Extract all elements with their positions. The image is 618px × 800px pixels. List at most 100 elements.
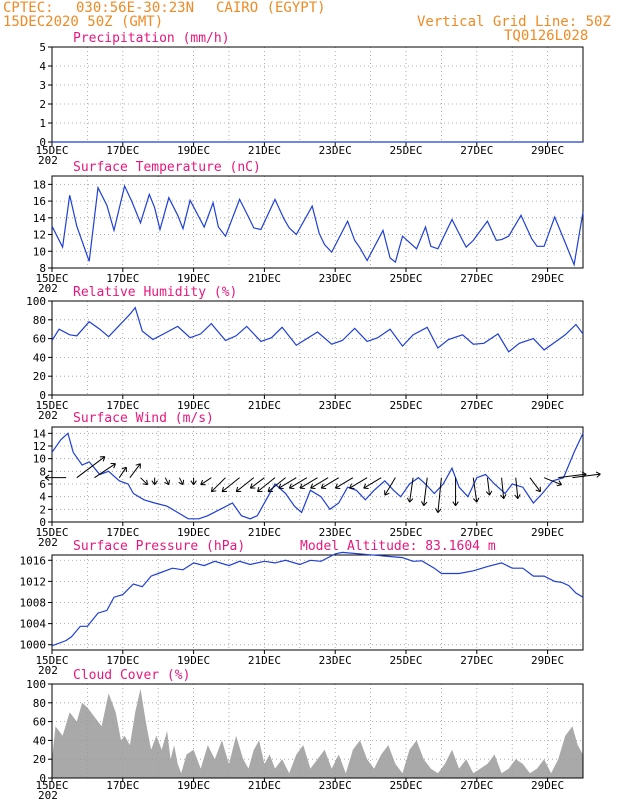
x-tick-label: 15DEC bbox=[35, 654, 68, 667]
x-tick-label: 27DEC bbox=[460, 144, 493, 157]
y-tick-label: 14 bbox=[33, 427, 47, 440]
y-tick-label: 10 bbox=[33, 245, 46, 258]
wind-arrow-head bbox=[44, 474, 50, 479]
wind-arrow-shaft bbox=[384, 477, 396, 496]
x-tick-label: 27DEC bbox=[460, 526, 493, 539]
wind-arrow-head bbox=[182, 479, 185, 485]
x-tick-label: 15DEC bbox=[35, 272, 68, 285]
x-tick-label: 15DEC bbox=[35, 144, 68, 157]
wind-arrow-head bbox=[409, 498, 414, 503]
wind-arrow-head bbox=[535, 489, 541, 493]
x-tick-label: 25DEC bbox=[389, 526, 422, 539]
x-tick-label: 29DEC bbox=[531, 526, 564, 539]
x-tick-label: 29DEC bbox=[531, 779, 564, 792]
wind-arrow-shaft bbox=[278, 477, 297, 489]
y-tick-label: 80 bbox=[33, 697, 46, 710]
wind-arrow-head bbox=[503, 494, 507, 499]
series-line bbox=[51, 551, 584, 647]
x-tick-label: 25DEC bbox=[389, 272, 422, 285]
wind-arrow-shaft bbox=[472, 477, 478, 503]
wind-arrow-head bbox=[595, 471, 601, 475]
x-tick-label: 21DEC bbox=[248, 272, 281, 285]
wind-arrow-head bbox=[190, 480, 195, 485]
wind-arrow-head bbox=[334, 483, 338, 489]
wind-arrow-shaft bbox=[486, 477, 491, 496]
wind-arrow-head bbox=[489, 490, 493, 496]
x-tick-label: 19DEC bbox=[177, 654, 210, 667]
wind-arrow-shaft bbox=[423, 477, 428, 506]
x-tick-label: 17DEC bbox=[106, 272, 139, 285]
x-tick-label: 21DEC bbox=[248, 526, 281, 539]
header-code: TQ0126L028 bbox=[504, 28, 589, 44]
panel-frame bbox=[51, 683, 584, 779]
y-tick-label: 8 bbox=[39, 465, 46, 478]
wind-arrow-head bbox=[200, 479, 204, 485]
x-tick-label: 25DEC bbox=[389, 144, 422, 157]
y-tick-label: 5 bbox=[39, 41, 46, 54]
wind-arrow-head bbox=[349, 483, 353, 489]
wind-arrow-head bbox=[164, 481, 170, 486]
header-grid-note: Vertical Grid Line: 50Z bbox=[417, 14, 611, 30]
x-tick-label: 29DEC bbox=[531, 144, 564, 157]
x-tick-label: 27DEC bbox=[460, 399, 493, 412]
wind-arrow-head bbox=[485, 491, 490, 496]
x-tick-label: 19DEC bbox=[177, 779, 210, 792]
wind-arrow-shaft bbox=[299, 477, 318, 489]
x-year-fragment: 202 bbox=[38, 536, 58, 549]
y-tick-label: 1 bbox=[39, 117, 46, 130]
wind-arrow-head bbox=[455, 501, 459, 506]
wind-arrow-head bbox=[517, 494, 521, 499]
wind-arrow-shaft bbox=[501, 477, 505, 499]
wind-arrow-shaft bbox=[250, 477, 265, 489]
wind-arrow-shaft bbox=[515, 477, 519, 499]
wind-arrow-shaft bbox=[235, 477, 255, 493]
wind-arrow-shaft bbox=[558, 473, 587, 479]
y-tick-label: 20 bbox=[33, 370, 46, 383]
x-tick-label: 19DEC bbox=[177, 144, 210, 157]
wind-arrow-shaft bbox=[200, 477, 212, 486]
panel-title: Surface Pressure (hPa) bbox=[73, 539, 245, 554]
panel-title: Surface Wind (m/s) bbox=[73, 411, 214, 426]
y-tick-label: 100 bbox=[26, 295, 46, 308]
wind-arrow-head bbox=[168, 479, 170, 485]
x-tick-label: 23DEC bbox=[319, 526, 352, 539]
wind-arrow-head bbox=[221, 486, 224, 492]
wind-arrow-head bbox=[235, 486, 239, 492]
x-tick-label: 23DEC bbox=[319, 399, 352, 412]
panel-title: Cloud Cover (%) bbox=[73, 668, 190, 683]
x-tick-label: 27DEC bbox=[460, 272, 493, 285]
y-tick-label: 0 bbox=[39, 389, 46, 402]
x-tick-label: 19DEC bbox=[177, 272, 210, 285]
wind-arrow-head bbox=[257, 486, 260, 492]
panel-frame bbox=[51, 46, 584, 143]
header-coords: 030:56E-30:23N bbox=[76, 0, 195, 16]
wind-arrow-head bbox=[581, 471, 587, 475]
wind-arrow-head bbox=[267, 486, 270, 492]
wind-arrow-head bbox=[384, 492, 390, 496]
x-year-fragment: 202 bbox=[38, 664, 58, 677]
panel-title: Surface Temperature (nC) bbox=[73, 160, 261, 175]
x-tick-label: 25DEC bbox=[389, 779, 422, 792]
x-year-fragment: 202 bbox=[38, 282, 58, 295]
x-tick-label: 23DEC bbox=[319, 144, 352, 157]
x-tick-label: 25DEC bbox=[389, 654, 422, 667]
y-tick-label: 1016 bbox=[20, 554, 47, 567]
wind-arrow-head bbox=[135, 463, 141, 466]
x-tick-label: 23DEC bbox=[319, 654, 352, 667]
wind-arrow-shaft bbox=[267, 477, 286, 493]
wind-arrow-head bbox=[473, 498, 478, 503]
wind-arrow-head bbox=[278, 483, 282, 489]
wind-arrow-head bbox=[596, 473, 601, 478]
x-tick-label: 25DEC bbox=[389, 399, 422, 412]
wind-arrow-head bbox=[558, 480, 562, 485]
wind-arrow-head bbox=[142, 483, 148, 486]
y-tick-label: 1008 bbox=[20, 597, 47, 610]
y-tick-label: 12 bbox=[33, 229, 46, 242]
x-tick-label: 29DEC bbox=[531, 272, 564, 285]
wind-arrow-head bbox=[121, 466, 127, 470]
y-tick-label: 3 bbox=[39, 79, 46, 92]
panel-title: Relative Humidity (%) bbox=[73, 285, 237, 300]
model-altitude-label: Model Altitude: 83.1604 m bbox=[300, 539, 496, 554]
wind-arrow-head bbox=[193, 480, 197, 485]
